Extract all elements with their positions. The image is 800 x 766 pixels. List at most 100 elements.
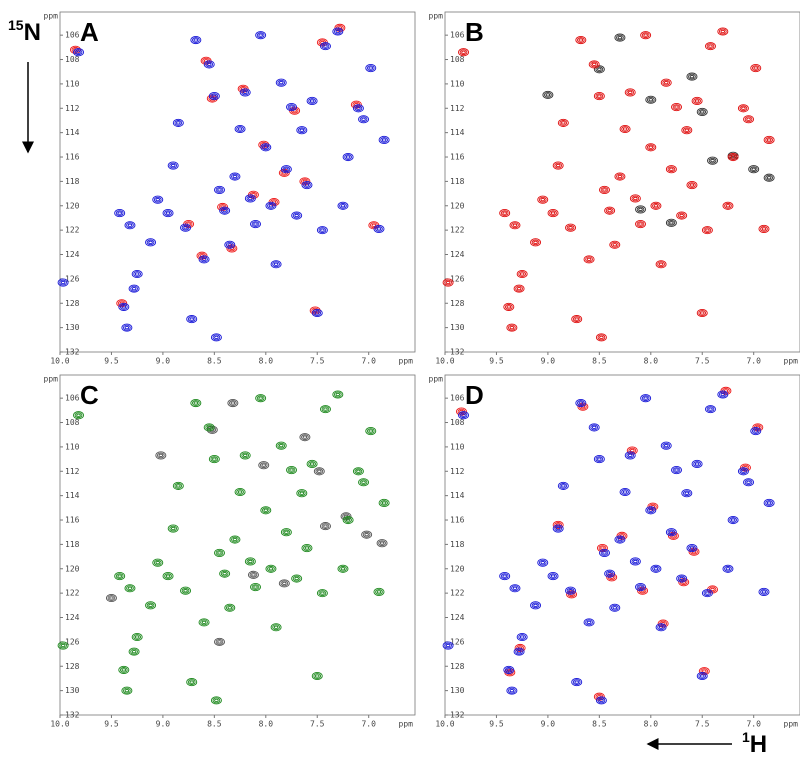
contour [765, 137, 773, 143]
contour [671, 103, 682, 112]
peak [629, 194, 641, 203]
contour [612, 606, 618, 610]
contour [246, 195, 255, 202]
contour [250, 219, 261, 229]
contour [698, 310, 707, 316]
contour [442, 641, 454, 650]
contour [248, 559, 253, 564]
contour [375, 226, 383, 232]
contour [445, 643, 451, 648]
peak [210, 696, 222, 705]
contour [600, 550, 609, 556]
peak [152, 558, 164, 567]
peak [124, 584, 136, 593]
contour [746, 480, 751, 484]
x-tick-label: 8.0 [644, 720, 659, 729]
peak [604, 206, 616, 215]
contour [214, 698, 219, 703]
contour [287, 467, 296, 473]
contour [512, 586, 518, 590]
x-tick-label: 9.5 [104, 357, 119, 366]
contour [763, 173, 775, 182]
contour [167, 161, 179, 170]
contour [320, 591, 325, 595]
contour [148, 603, 153, 607]
contour [626, 446, 638, 455]
contour [291, 211, 303, 220]
peak [722, 201, 734, 210]
contour [672, 467, 681, 473]
peak [655, 623, 667, 632]
contour [682, 490, 691, 497]
contour [76, 50, 81, 54]
contour [566, 587, 575, 594]
y-tick-label: 106 [450, 31, 465, 40]
peak [365, 64, 377, 73]
contour [650, 201, 662, 210]
contour [633, 196, 638, 201]
contour [323, 44, 328, 48]
contour [308, 98, 316, 104]
contour [758, 224, 770, 233]
contour [547, 572, 559, 581]
peak [358, 115, 370, 124]
contour [629, 194, 641, 203]
x-tick-label: 8.5 [207, 357, 222, 366]
panel-label: C [80, 380, 99, 410]
contour [621, 489, 629, 495]
peak [172, 118, 184, 127]
contour [730, 518, 736, 522]
peak [614, 535, 626, 544]
contour [506, 668, 512, 672]
contour [172, 481, 184, 490]
contour [663, 81, 669, 85]
contour [158, 453, 164, 458]
contour [641, 395, 650, 402]
contour [638, 585, 643, 589]
contour [571, 315, 583, 324]
contour [646, 507, 655, 514]
contour [703, 590, 712, 596]
peak [128, 284, 140, 293]
contour [121, 668, 127, 672]
contour [531, 602, 540, 609]
contour [59, 279, 67, 286]
panel-label: A [80, 17, 99, 47]
contour [445, 280, 451, 285]
contour [694, 99, 700, 103]
contour [337, 201, 349, 210]
contour [585, 256, 593, 263]
contour [578, 401, 584, 405]
peak [306, 459, 318, 469]
contour [578, 38, 584, 42]
contour [600, 187, 609, 193]
contour [339, 202, 347, 209]
y-tick-label: 118 [65, 177, 80, 186]
contour [593, 455, 605, 464]
y-tick-label: 126 [65, 274, 80, 283]
contour [614, 33, 626, 42]
peak [258, 461, 270, 470]
y-tick-label: 126 [450, 637, 465, 646]
contour [375, 589, 383, 595]
contour [559, 120, 568, 126]
contour [698, 667, 710, 676]
y-tick-label: 116 [450, 516, 465, 525]
contour [354, 105, 363, 112]
peak [337, 564, 349, 573]
contour [629, 557, 641, 566]
contour [309, 99, 315, 103]
contour [552, 161, 564, 170]
contour [689, 74, 695, 79]
y-tick-label: 128 [450, 662, 465, 671]
y-tick-label: 120 [65, 564, 80, 573]
contour [766, 176, 772, 180]
contour [681, 126, 693, 135]
contour [320, 42, 331, 51]
peak [301, 543, 313, 553]
contour [669, 221, 674, 225]
contour [227, 243, 233, 247]
contour [381, 501, 387, 505]
contour [74, 412, 83, 419]
